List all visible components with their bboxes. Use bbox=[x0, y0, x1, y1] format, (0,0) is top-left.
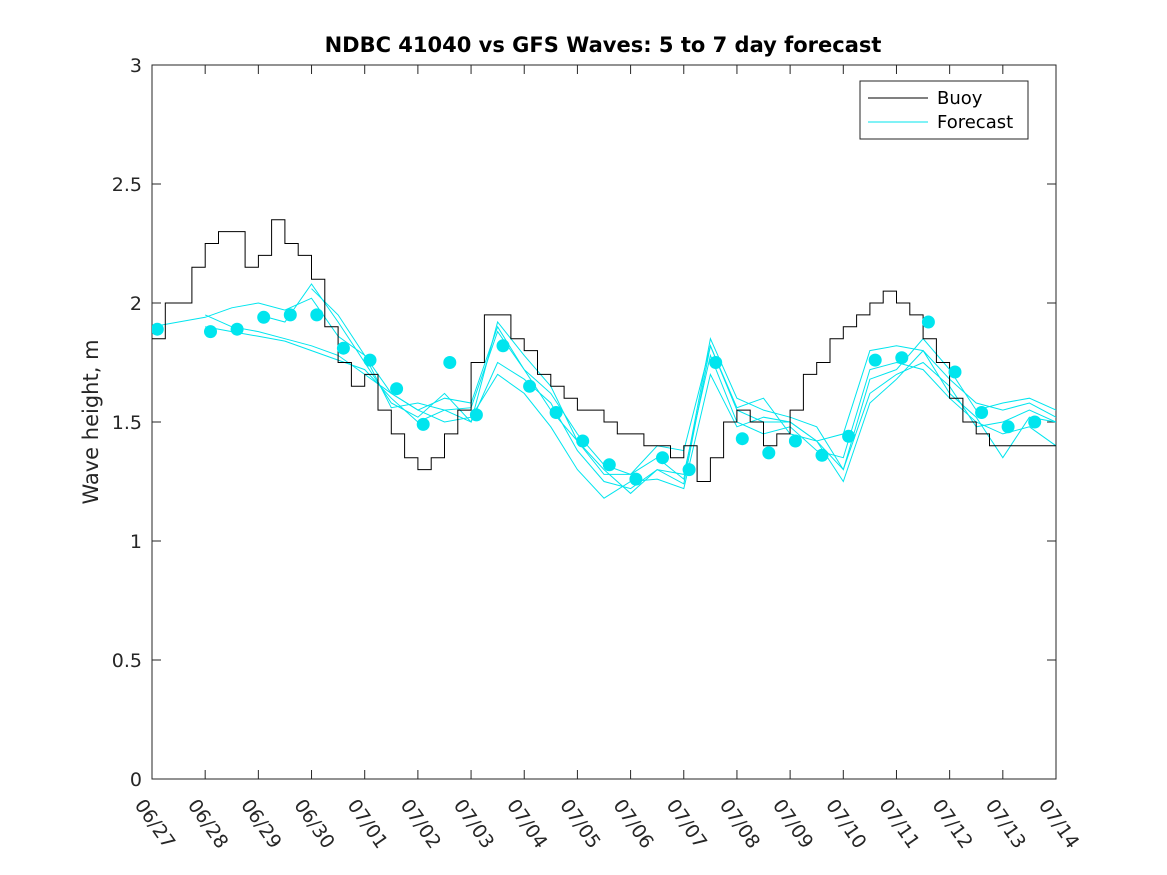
y-tick-label: 2 bbox=[130, 293, 142, 315]
forecast-marker bbox=[549, 406, 563, 419]
forecast-marker bbox=[975, 406, 989, 419]
x-tick-label: 06/30 bbox=[289, 795, 338, 852]
forecast-marker bbox=[921, 315, 935, 329]
x-tick-label: 07/07 bbox=[662, 795, 711, 852]
forecast-marker bbox=[310, 308, 324, 322]
forecast-marker bbox=[735, 432, 749, 446]
forecast-marker bbox=[948, 365, 962, 379]
x-tick-label: 07/01 bbox=[343, 795, 392, 852]
forecast-marker bbox=[152, 322, 164, 336]
forecast-marker bbox=[523, 379, 537, 393]
forecast-marker bbox=[868, 353, 882, 367]
x-tick-label: 07/09 bbox=[768, 795, 817, 852]
y-axis-ticks: 0 0.5 1 1.5 2 2.5 3 bbox=[112, 55, 1056, 791]
legend-forecast-label: Forecast bbox=[937, 112, 1013, 133]
plot-content bbox=[152, 219, 1056, 499]
x-tick-label: 07/05 bbox=[555, 795, 604, 852]
legend-box bbox=[859, 80, 1029, 140]
forecast-marker bbox=[629, 472, 643, 486]
x-tick-label: 07/04 bbox=[502, 795, 551, 852]
series-group bbox=[152, 219, 1056, 499]
x-tick-label: 06/29 bbox=[236, 795, 285, 852]
forecast-marker bbox=[443, 356, 457, 369]
chart-title: NDBC 41040 vs GFS Waves: 5 to 7 day fore… bbox=[325, 33, 882, 57]
y-tick-label: 1 bbox=[130, 531, 142, 553]
forecast-marker bbox=[656, 451, 669, 465]
x-tick-label: 07/14 bbox=[1034, 795, 1083, 852]
x-tick-label: 07/08 bbox=[715, 795, 764, 852]
legend-buoy-label: Buoy bbox=[937, 88, 983, 109]
x-tick-label: 07/11 bbox=[874, 795, 923, 852]
x-tick-label: 07/13 bbox=[981, 795, 1030, 852]
forecast-marker bbox=[788, 434, 802, 448]
forecast-marker bbox=[602, 458, 616, 472]
forecast-marker bbox=[283, 308, 297, 322]
y-tick-label: 2.5 bbox=[112, 174, 142, 196]
x-tick-label: 06/28 bbox=[183, 795, 232, 852]
legend: Buoy Forecast bbox=[859, 80, 1029, 140]
forecast-marker bbox=[842, 429, 856, 443]
forecast-marker bbox=[390, 382, 404, 396]
forecast-marker bbox=[469, 408, 483, 422]
x-tick-label: 07/02 bbox=[396, 795, 445, 852]
forecast-marker bbox=[416, 417, 430, 431]
forecast-marker bbox=[1001, 420, 1015, 434]
x-tick-label: 07/03 bbox=[449, 795, 498, 852]
x-tick-label: 07/10 bbox=[821, 795, 870, 852]
y-tick-label: 3 bbox=[130, 55, 142, 77]
x-tick-label: 07/12 bbox=[928, 795, 977, 852]
forecast-line-5 bbox=[311, 288, 1056, 495]
forecast-marker bbox=[336, 341, 350, 355]
forecast-marker bbox=[496, 339, 510, 353]
x-tick-label: 07/06 bbox=[608, 795, 657, 852]
y-tick-label: 1.5 bbox=[112, 412, 142, 434]
forecast-marker bbox=[709, 356, 723, 369]
forecast-marker bbox=[1028, 415, 1042, 429]
forecast-marker bbox=[204, 325, 217, 339]
forecast-marker bbox=[230, 322, 244, 336]
forecast-marker bbox=[257, 310, 271, 324]
forecast-marker bbox=[576, 434, 590, 448]
forecast-marker bbox=[363, 353, 377, 367]
y-tick-label: 0 bbox=[130, 769, 142, 791]
forecast-line-2 bbox=[205, 326, 1056, 490]
forecast-marker bbox=[682, 463, 696, 477]
buoy-line bbox=[152, 219, 1056, 482]
x-tick-label: 06/27 bbox=[130, 795, 179, 852]
y-axis-label: Wave height, m bbox=[79, 339, 103, 504]
forecast-marker bbox=[815, 448, 829, 462]
y-tick-label: 0.5 bbox=[112, 650, 142, 672]
forecast-marker bbox=[762, 446, 776, 460]
forecast-marker bbox=[895, 351, 909, 365]
